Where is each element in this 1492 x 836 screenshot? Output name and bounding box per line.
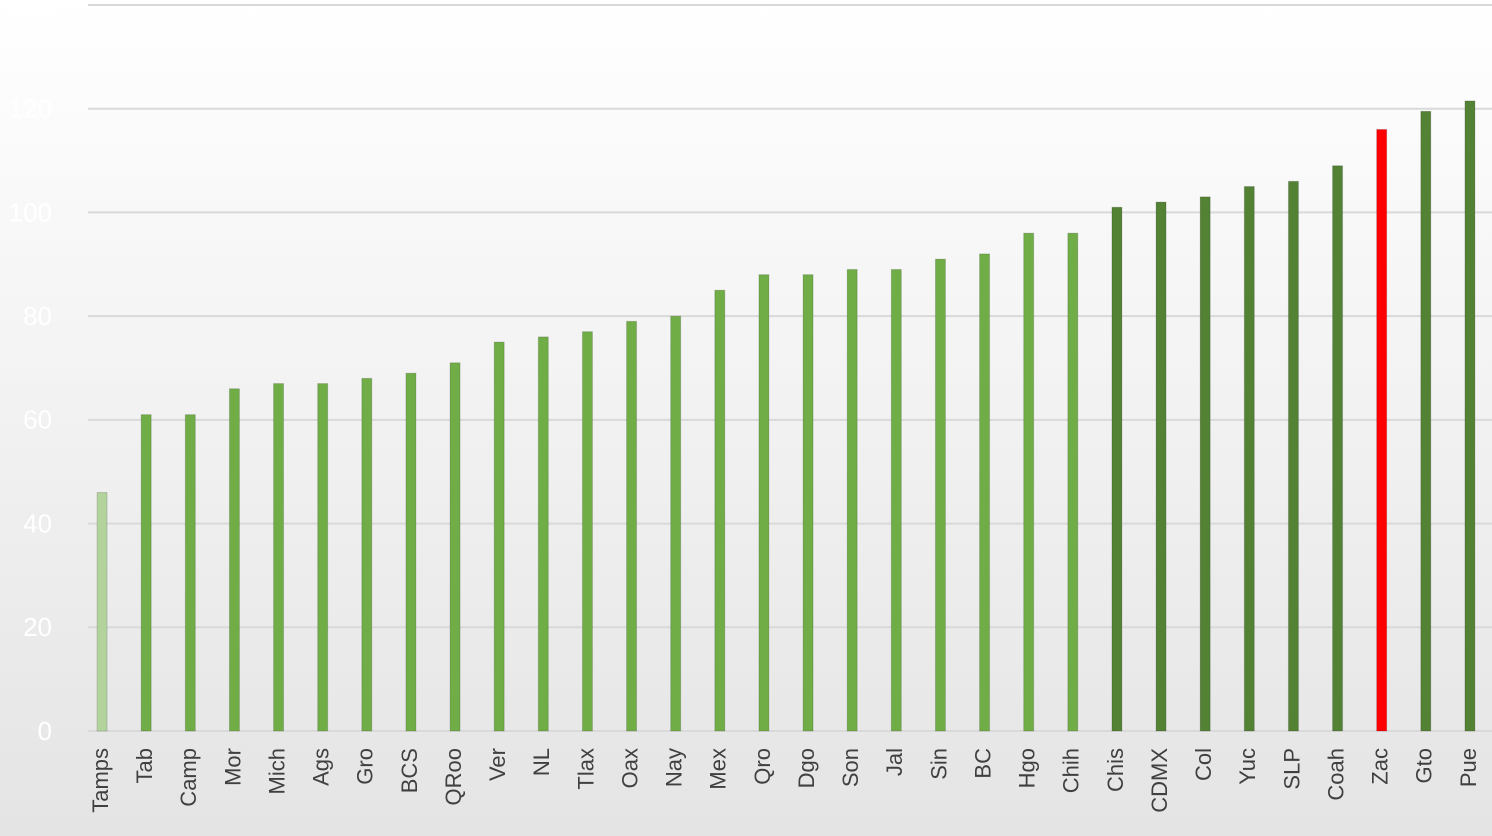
x-tick-label: QRoo (441, 748, 466, 805)
x-tick-label: Tab (132, 748, 157, 783)
bar (406, 373, 416, 731)
x-tick-label: Tlax (573, 748, 598, 790)
bar (1288, 181, 1298, 731)
x-tick-label: Qro (750, 748, 775, 785)
x-tick-label: Ags (309, 748, 334, 786)
bar (1112, 207, 1122, 731)
x-tick-label: Gto (1412, 748, 1437, 783)
bar (185, 415, 195, 731)
y-tick-label: 60 (23, 405, 52, 435)
bar (141, 415, 151, 731)
x-tick-label: CDMX (1147, 748, 1172, 813)
y-tick-label: 120 (9, 94, 52, 124)
bar (803, 275, 813, 731)
x-tick-label: Pue (1456, 748, 1481, 787)
bar (1465, 101, 1475, 731)
x-tick-label: Jal (882, 748, 907, 776)
bar (1068, 233, 1078, 731)
x-tick-label: Ver (485, 748, 510, 781)
bar (935, 259, 945, 731)
x-tick-label: Yuc (1235, 748, 1260, 785)
x-tick-label: Coah (1323, 748, 1348, 801)
x-tick-label: Zac (1368, 748, 1393, 785)
bar (627, 321, 637, 731)
bar (229, 389, 239, 731)
bar (1200, 197, 1210, 731)
bar (1244, 187, 1254, 732)
bar (318, 384, 328, 731)
x-tick-label: Son (838, 748, 863, 787)
x-tick-label: Sin (926, 748, 951, 780)
background (0, 0, 1492, 836)
y-tick-label: 0 (38, 716, 52, 746)
x-tick-label: Camp (176, 748, 201, 807)
chart: 0 20 40 60 80 100 120 140 Tamps Tab Camp Mor Mich Ags… (0, 0, 1492, 836)
x-tick-label: Oax (617, 748, 642, 788)
x-tick-label: Chih (1059, 748, 1084, 793)
y-tick-label: 100 (9, 197, 52, 227)
x-tick-label: Mich (264, 748, 289, 794)
bar (1156, 202, 1166, 731)
bar (1024, 233, 1034, 731)
x-tick-label: Col (1191, 748, 1216, 781)
bar (494, 342, 504, 731)
x-tick-label: Gro (353, 748, 378, 785)
x-tick-label: Nay (662, 748, 687, 787)
x-tick-label: BC (970, 748, 995, 779)
x-tick-label: Hgo (1015, 748, 1040, 788)
bar (582, 332, 592, 731)
bar (1421, 111, 1431, 731)
bar (274, 384, 284, 731)
x-tick-label: Mor (220, 748, 245, 786)
bar (847, 269, 857, 731)
x-tick-label: Mex (706, 748, 731, 790)
bar (97, 492, 107, 731)
x-tick-label: BCS (397, 748, 422, 793)
y-tick-label: 20 (23, 612, 52, 642)
bar (671, 316, 681, 731)
bar (538, 337, 548, 731)
bar (759, 275, 769, 731)
y-tick-label: 40 (23, 508, 52, 538)
bar (891, 269, 901, 731)
x-tick-label: Dgo (794, 748, 819, 788)
y-tick-label: 80 (23, 301, 52, 331)
bar (980, 254, 990, 731)
y-tick-label: 140 (9, 0, 52, 20)
page: {"chart_data": {"type": "bar", "categori… (0, 0, 1492, 836)
bar (1377, 129, 1387, 731)
bar (450, 363, 460, 731)
x-tick-label: NL (529, 748, 554, 776)
x-tick-label: Tamps (88, 748, 113, 813)
bar (1333, 166, 1343, 731)
bar (362, 378, 372, 731)
x-tick-label: Chis (1103, 748, 1128, 792)
bar (715, 290, 725, 731)
x-tick-label: SLP (1279, 748, 1304, 790)
